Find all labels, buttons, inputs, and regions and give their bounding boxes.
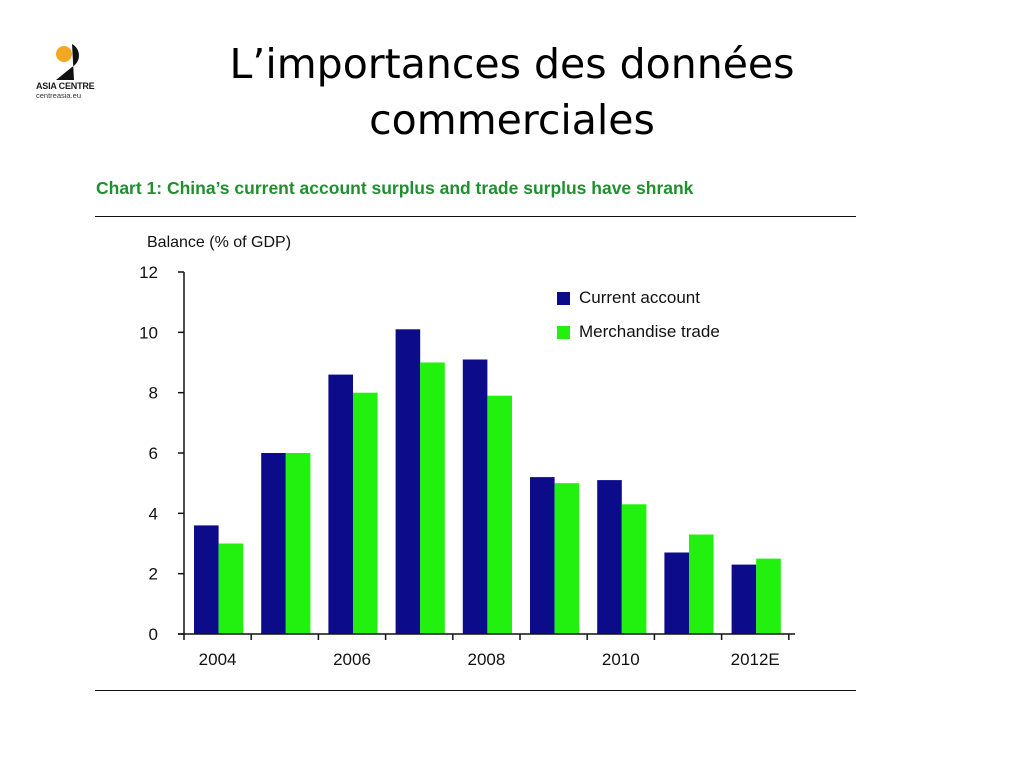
slide-title: L’importances des données commerciales [120,36,904,148]
x-tick-label-2012E: 2012E [731,650,780,669]
slide-title-line-2: commerciales [369,96,655,144]
bar-merchandise-trade-2005 [285,453,311,634]
bar-current-account-2009 [530,477,555,634]
bar-current-account-2012E [731,564,757,634]
legend-label-merchandise-trade: Merchandise trade [579,322,720,341]
x-tick-label-2006: 2006 [333,650,371,669]
slide-title-line-1: L’importances des données [229,40,795,88]
chart-axes: 0 2 4 6 8 10 12 2004 2006 2008 2010 2012E [139,263,795,669]
bar-current-account-2010 [597,480,622,634]
bar-current-account-2011 [664,552,689,634]
x-tick-label-2004: 2004 [199,650,237,669]
legend-swatch-merchandise-trade [557,326,570,339]
y-tick-label-12: 12 [139,263,158,282]
y-tick-label-0: 0 [149,625,158,644]
y-tick-label-8: 8 [149,384,158,403]
chart-top-rule [95,216,856,217]
bar-current-account-2008 [462,359,488,634]
bar-current-account-2007 [395,329,421,634]
bar-merchandise-trade-2006 [353,392,378,634]
legend-label-current-account: Current account [579,288,700,307]
bar-merchandise-trade-2011 [689,534,714,634]
chart-bottom-rule [95,690,856,691]
y-tick-label-2: 2 [149,565,158,584]
x-tick-label-2008: 2008 [467,650,505,669]
logo-url: centreasia.eu [36,91,82,100]
y-tick-label-10: 10 [139,323,158,342]
legend-swatch-current-account [557,292,570,305]
bar-current-account-2006 [328,374,353,634]
bar-merchandise-trade-2007 [420,362,445,634]
y-axis-label: Balance (% of GDP) [147,234,291,251]
bar-merchandise-trade-2012E [756,558,781,634]
bar-merchandise-trade-2010 [621,504,647,634]
y-tick-label-6: 6 [149,444,158,463]
asia-centre-logo: ASIA CENTRE centreasia.eu [34,40,104,104]
chart-bars [194,329,781,634]
logo-name: ASIA CENTRE [36,81,95,91]
x-tick-label-2010: 2010 [602,650,640,669]
bar-merchandise-trade-2009 [554,483,580,634]
bar-merchandise-trade-2004 [218,543,244,634]
logo-mark-icon [56,44,79,80]
bar-current-account-2004 [194,525,219,634]
y-tick-label-4: 4 [149,504,158,523]
chart-legend: Current account Merchandise trade [557,288,720,341]
bar-current-account-2005 [261,453,286,634]
bar-merchandise-trade-2008 [487,395,512,634]
chart-title: Chart 1: China’s current account surplus… [96,178,694,198]
